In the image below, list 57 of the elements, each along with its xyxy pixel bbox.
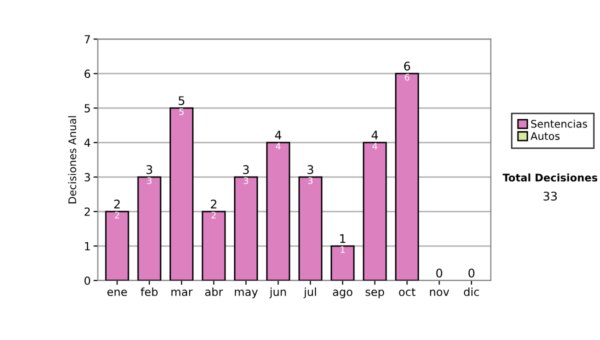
x-tick-label: abr [205,287,223,296]
y-tick-label: 1 [85,242,90,250]
y-tick-label: 0 [84,276,90,285]
legend-label: Sentencias [531,120,588,128]
y-tick-label: 3 [84,173,90,182]
text: Total Decisiones [502,173,598,182]
total-label: 0 [468,268,474,278]
total-label: 4 [372,130,378,140]
x-tick-label: jul [304,287,316,298]
total-label: 1 [340,234,346,243]
data-label: 3 [147,177,152,184]
bar [330,245,355,280]
data-label: 3 [244,177,248,184]
bar [105,210,130,280]
x-tick-label: sep [366,290,384,298]
y-tick-label: 7 [84,35,90,44]
x-tick-label: dic [464,287,479,296]
legend-label: Autos [530,132,560,140]
data-label: 2 [114,212,120,218]
data-label: 4 [276,142,281,150]
data-label: 5 [179,108,184,116]
data-label: 4 [372,142,378,150]
total-label: 5 [178,96,184,106]
y-axis-title: Decisiones Anual [68,116,76,204]
x-tick-label: jun [269,287,286,298]
total-label: 3 [308,165,314,174]
y-tick-label: 4 [84,138,90,147]
bar [362,142,387,280]
x-tick-label: nov [430,290,450,296]
total-label: 3 [243,165,249,174]
bar [137,176,162,280]
bar [266,142,290,280]
total-label: 2 [114,200,120,208]
bar [202,210,226,280]
text: 33 [544,192,557,201]
x-tick-label: may [234,290,258,298]
total-label: 4 [275,130,282,140]
total-label: 0 [436,268,442,278]
bar [395,72,420,280]
y-tick-label: 2 [84,208,90,216]
total-label: 2 [210,200,216,208]
x-tick-label: ago [332,290,352,298]
data-label: 1 [340,246,345,253]
data-label: 2 [212,212,216,218]
bar [170,107,194,280]
y-tick-label: 5 [84,104,90,112]
data-label: 3 [308,177,313,184]
y-tick-label: 6 [84,70,90,78]
x-tick-label: oct [399,288,416,296]
bar [298,176,322,280]
x-tick-label: feb [140,287,158,296]
total-label: 3 [146,165,152,174]
total-label: 6 [404,62,410,71]
x-tick-label: ene [107,290,127,296]
data-label: 6 [404,74,410,81]
x-tick-label: mar [171,290,193,296]
bar [234,176,258,280]
